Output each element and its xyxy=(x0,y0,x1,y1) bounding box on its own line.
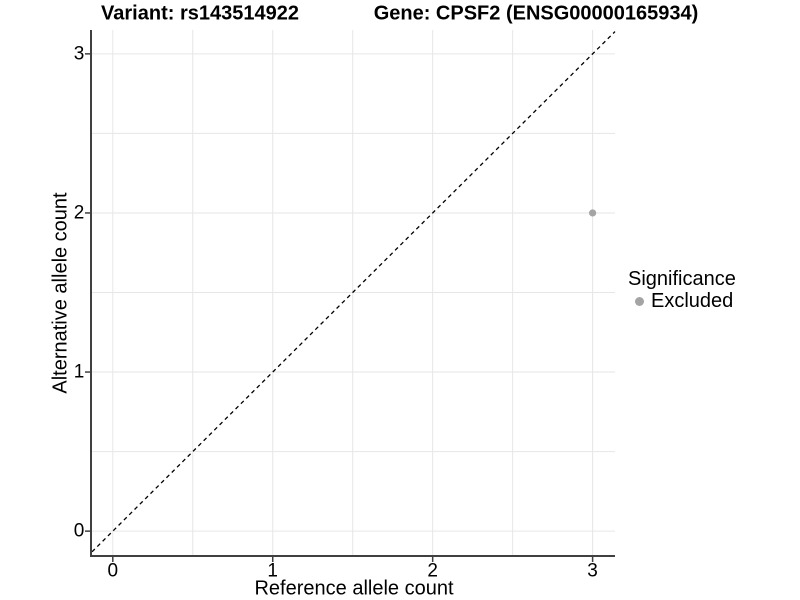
x-axis-title: Reference allele count xyxy=(254,577,454,600)
x-tick-label: 1 xyxy=(267,560,279,582)
y-tick-label: 2 xyxy=(73,202,85,224)
legend-key xyxy=(630,292,648,310)
identity-dashed-line xyxy=(91,31,616,553)
legend-title: Significance xyxy=(628,268,736,290)
y-tick-label: 0 xyxy=(73,520,85,542)
variant-title: Variant: rs143514922 xyxy=(101,2,299,25)
gene-title: Gene: CPSF2 (ENSG00000165934) xyxy=(373,2,699,25)
y-tick-label: 3 xyxy=(73,43,85,65)
x-tick-label: 0 xyxy=(107,560,119,582)
y-axis-title: Alternative allele count xyxy=(49,192,72,394)
y-tick-label: 1 xyxy=(73,361,85,383)
legend-point-icon xyxy=(634,296,644,306)
legend-item-label: Excluded xyxy=(651,289,734,312)
x-tick-label: 3 xyxy=(587,560,598,582)
data-point xyxy=(589,209,597,217)
legend: Significance Excluded xyxy=(628,268,736,312)
legend-item-excluded: Excluded xyxy=(628,290,736,312)
x-tick-label: 2 xyxy=(427,560,438,582)
